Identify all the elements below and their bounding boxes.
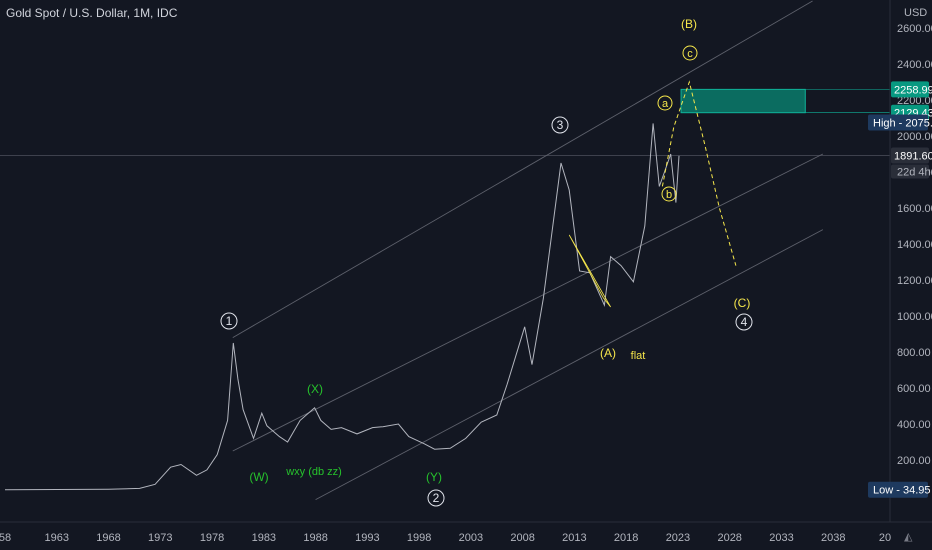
channel-line — [232, 0, 813, 338]
wave-b-small-label: b — [661, 186, 677, 202]
wave-Y-label: (Y) — [426, 470, 442, 484]
x-tick-label: 1968 — [96, 532, 120, 544]
wave-A-label: (A) — [600, 346, 616, 360]
circle-1-label: 1 — [220, 312, 238, 330]
x-tick-label: 2008 — [510, 532, 534, 544]
x-tick-label: 1978 — [200, 532, 224, 544]
circle-4-label: 4 — [735, 313, 753, 331]
y-tick-label: 1000.00 — [897, 311, 932, 323]
chart-title: Gold Spot / U.S. Dollar, 1M, IDC — [6, 6, 178, 20]
x-tick-label: 1998 — [407, 532, 431, 544]
price-badge-box — [868, 481, 928, 498]
wave-X-label: (X) — [307, 382, 323, 396]
currency-label: USD — [904, 7, 927, 19]
x-tick-label: 2028 — [717, 532, 741, 544]
x-tick-label: 2018 — [614, 532, 638, 544]
price-series — [4, 123, 680, 491]
y-tick-label: 2600.00 — [897, 23, 932, 35]
y-tick-label: 800.00 — [897, 347, 931, 359]
y-tick-label: 2400.00 — [897, 59, 932, 71]
price-badge-text: 2258.99 — [894, 84, 932, 96]
y-tick-label: 200.00 — [897, 455, 931, 467]
price-badge-text: Low - 34.95 — [873, 485, 930, 497]
wxy-label: wxy (db zz) — [285, 466, 342, 478]
x-tick-label: 1993 — [355, 532, 379, 544]
x-tick-label: 20 — [879, 532, 891, 544]
circle-3-label: 3 — [551, 116, 569, 134]
x-tick-label: 2013 — [562, 532, 586, 544]
circle-2-label: 2 — [427, 489, 445, 507]
y-tick-label: 600.00 — [897, 383, 931, 395]
y-tick-label: 1600.00 — [897, 203, 932, 215]
target-zone-box — [680, 88, 806, 114]
svg-text:2: 2 — [433, 491, 440, 505]
y-tick-label: 1400.00 — [897, 239, 932, 251]
price-badge-box — [891, 81, 929, 98]
flat-label: flat — [631, 350, 646, 362]
x-tick-label: 1973 — [148, 532, 172, 544]
price-badge-box — [868, 114, 928, 131]
price-badge-text: 1891.60 — [894, 151, 932, 163]
x-tick-label: 1963 — [45, 532, 69, 544]
channel-lines — [232, 0, 824, 500]
flag-channel — [568, 234, 611, 308]
x-tick-label: 1988 — [303, 532, 327, 544]
wave-W-label: (W) — [249, 470, 268, 484]
price-line — [4, 123, 680, 491]
y-tick-label: 2200.00 — [897, 95, 932, 107]
x-tick-label: 2003 — [459, 532, 483, 544]
y-tick-label: 2000.00 — [897, 131, 932, 143]
svg-text:b: b — [666, 189, 672, 201]
x-tick-label: 2033 — [769, 532, 793, 544]
time-axis-ticks: 58 1963 1968 1973 1978 1983 1988 1993 1998 2003 20… — [0, 532, 891, 544]
countdown-badge-box — [891, 164, 929, 179]
projection-path — [661, 80, 737, 266]
tradingview-logo-icon[interactable]: ◭ — [904, 531, 913, 543]
svg-text:a: a — [662, 98, 669, 110]
wave-B-label: (B) — [681, 17, 697, 31]
price-axis-ticks: 200.00 400.00 600.00 800.00 1000.00 1200.00 14… — [897, 23, 932, 467]
time-axis-panel[interactable] — [0, 522, 932, 550]
annotations-layer — [568, 80, 890, 308]
channel-line — [315, 229, 824, 500]
x-tick-label: 58 — [0, 532, 11, 544]
countdown-badge-text: 22d 4h — [897, 167, 931, 179]
x-tick-label: 2023 — [666, 532, 690, 544]
svg-text:c: c — [687, 48, 693, 60]
channel-line — [232, 153, 824, 452]
svg-text:4: 4 — [741, 315, 748, 329]
x-tick-label: 2038 — [821, 532, 845, 544]
x-tick-label: 1983 — [252, 532, 276, 544]
y-tick-label: 400.00 — [897, 419, 931, 431]
wave-c-small-label: c — [682, 45, 698, 61]
price-badge-box — [891, 147, 929, 164]
y-tick-label: 1200.00 — [897, 275, 932, 287]
price-badge-text: High - 2075.14 — [873, 117, 932, 129]
svg-text:1: 1 — [226, 314, 233, 328]
price-axis-panel[interactable] — [890, 0, 932, 522]
svg-text:3: 3 — [557, 118, 564, 132]
wave-a-small-label: a — [657, 95, 673, 111]
wave-C-label: (C) — [734, 296, 751, 310]
